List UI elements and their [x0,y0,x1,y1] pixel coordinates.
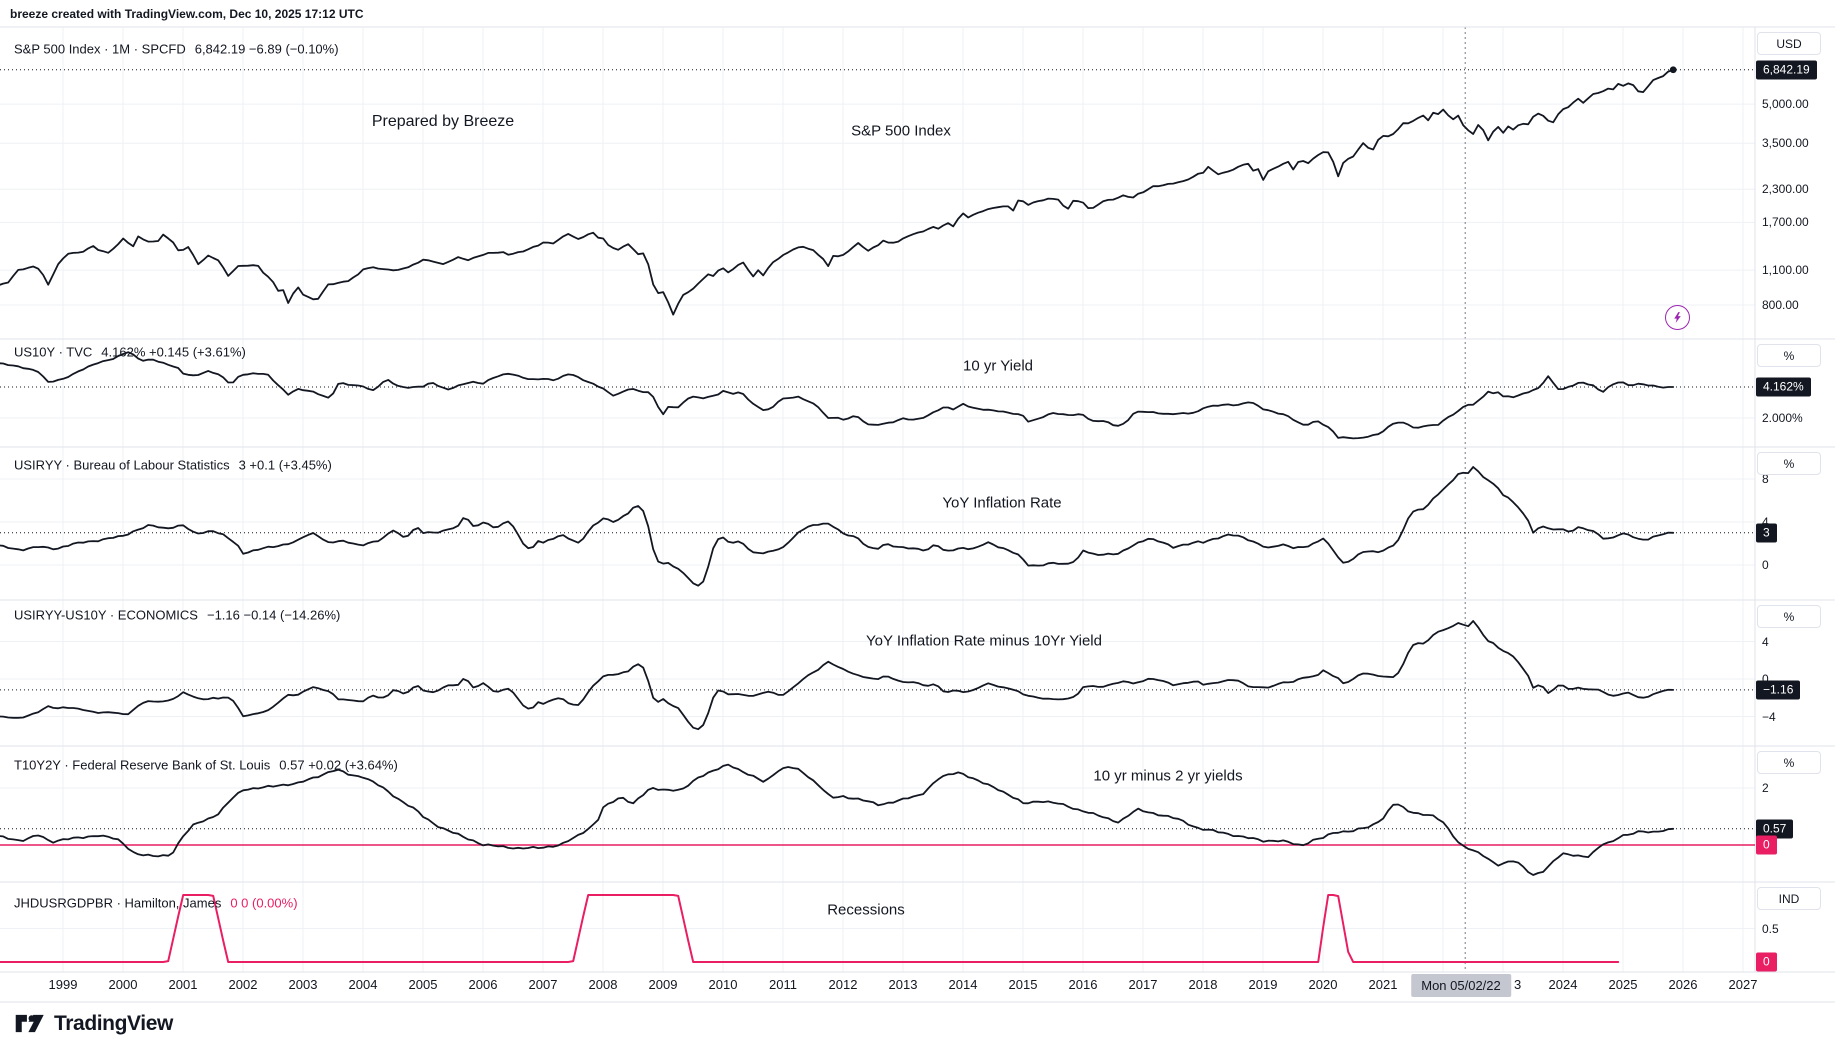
price-badge-t10y2y-0: 0.57 [1756,819,1794,839]
scale-unit-button-rec[interactable]: IND [1757,887,1821,910]
diff-series-line [0,620,1675,731]
price-label-t10y2y-0: 2 [1762,781,1769,795]
pane-title-spx: S&P 500 Index [851,122,951,140]
spx-last-point-dot [1669,66,1677,74]
time-axis-label-2016[interactable]: 2016 [1068,977,1098,992]
spx-series-line [0,68,1675,316]
pane-title-rec: Recessions [827,901,905,919]
price-label-diff-2: −4 [1762,709,1776,724]
time-axis-label-2013[interactable]: 2013 [888,977,918,992]
t10y2y-series-line [0,763,1675,876]
time-axis-label-2018[interactable]: 2018 [1188,977,1218,992]
price-label-us10y-0: 2.000% [1762,411,1803,425]
time-axis-label-2015[interactable]: 2015 [1008,977,1038,992]
legend-symbol: USIRYY-US10Y · ECONOMICS [14,607,198,623]
scale-unit-button-us10y[interactable]: % [1757,344,1821,367]
time-axis-label-2026[interactable]: 2026 [1668,977,1698,992]
time-axis-label-2008[interactable]: 2008 [588,977,618,992]
price-badge-diff-0: −1.16 [1756,680,1801,700]
price-label-diff-0: 4 [1762,634,1769,649]
time-axis-label-2020[interactable]: 2020 [1308,977,1338,992]
price-label-spx-4: 1,100.00 [1762,263,1809,278]
legend-rec[interactable]: JHDUSRGDPBR · Hamilton, James 0 0 (0.00%) [14,896,298,911]
price-label-rec-0: 0.5 [1762,921,1779,936]
legend-symbol: US10Y · TVC [14,344,93,360]
time-axis-label-2012[interactable]: 2012 [828,977,858,992]
time-axis-label-2005[interactable]: 2005 [408,977,438,992]
crosshair-date-label: Mon 05/02/22 [1411,974,1511,997]
legend-symbol: USIRYY · Bureau of Labour Statistics [14,457,230,473]
legend-symbol: S&P 500 Index · 1M · SPCFD [14,41,186,57]
scale-unit-button-t10y2y[interactable]: % [1757,751,1821,774]
prepared-by-watermark: Prepared by Breeze [371,113,515,130]
price-badge-rec-0: 0 [1756,952,1777,972]
price-label-usiryy-2: 0 [1762,558,1769,572]
tradingview-logo-icon [15,1014,44,1033]
price-badge-spx-0: 6,842.19 [1756,60,1817,80]
pane-title-t10y2y: 10 yr minus 2 yr yields [1093,767,1243,785]
price-label-spx-2: 2,300.00 [1762,182,1809,197]
legend-symbol: JHDUSRGDPBR · Hamilton, James [14,895,222,911]
pane-title-diff: YoY Inflation Rate minus 10Yr Yield [866,632,1102,650]
price-label-spx-0: 5,000.00 [1762,97,1809,112]
legend-values: 6,842.19 −6.89 (−0.10%) [194,41,339,57]
price-badge-us10y-0: 4.162% [1756,377,1811,397]
legend-usiryy[interactable]: USIRYY · Bureau of Labour Statistics 3 +0… [14,458,332,473]
legend-values: −1.16 −0.14 (−14.26%) [206,607,341,623]
tradingview-logo[interactable]: TradingView [14,1011,173,1036]
usiryy-series-line [0,466,1675,587]
time-axis-label-2019[interactable]: 2019 [1248,977,1278,992]
time-axis-label-2023-partial[interactable]: 3 [1514,977,1522,992]
time-axis-label-2002[interactable]: 2002 [228,977,258,992]
us10y-series-line [0,351,1675,440]
legend-values: 0.57 +0.02 (+3.64%) [279,757,398,773]
time-axis-label-2009[interactable]: 2009 [648,977,678,992]
price-label-spx-3: 1,700.00 [1762,215,1809,230]
pane-title-us10y: 10 yr Yield [962,357,1034,375]
lightning-icon [1674,312,1681,323]
time-axis-label-2006[interactable]: 2006 [468,977,498,992]
price-label-diff-1: 0 [1762,672,1769,686]
tradingview-logo-text: TradingView [54,1011,173,1035]
price-label-spx-5: 800.00 [1762,298,1799,312]
time-axis-label-2011[interactable]: 2011 [769,977,797,992]
legend-values: 4.162% +0.145 (+3.61%) [101,344,246,360]
time-axis-label-2027[interactable]: 2027 [1728,977,1758,992]
time-axis-label-2003[interactable]: 2003 [288,977,318,992]
time-axis-label-2004[interactable]: 2004 [348,977,378,992]
legend-values: 0 0 (0.00%) [230,895,298,911]
legend-values: 3 +0.1 (+3.45%) [238,457,332,473]
time-axis-label-2024[interactable]: 2024 [1548,977,1578,992]
legend-t10y2y[interactable]: T10Y2Y · Federal Reserve Bank of St. Lou… [14,758,398,773]
watermark-attribution: breeze created with TradingView.com, Dec… [10,7,364,21]
instant-trading-button[interactable] [1665,305,1690,330]
time-axis-label-2010[interactable]: 2010 [708,977,738,992]
price-label-usiryy-0: 8 [1762,472,1769,486]
legend-us10y[interactable]: US10Y · TVC 4.162% +0.145 (+3.61%) [14,345,246,360]
time-axis-label-2001[interactable]: 2001 [168,977,198,992]
time-axis-label-2025[interactable]: 2025 [1608,977,1638,992]
time-axis-label-2017[interactable]: 2017 [1128,977,1158,992]
price-badge-t10y2y-1: 0 [1756,835,1777,855]
price-badge-usiryy-0: 3 [1756,523,1777,543]
price-label-usiryy-1: 4 [1762,515,1769,529]
legend-symbol: T10Y2Y · Federal Reserve Bank of St. Lou… [14,757,271,773]
time-axis-label-1999[interactable]: 1999 [48,977,78,992]
price-label-spx-1: 3,500.00 [1762,136,1809,151]
legend-spx[interactable]: S&P 500 Index · 1M · SPCFD 6,842.19 −6.89… [14,42,339,57]
time-axis-label-2007[interactable]: 2007 [528,977,558,992]
time-axis-label-2014[interactable]: 2014 [948,977,978,992]
time-axis-label-2000[interactable]: 2000 [108,977,138,992]
time-axis-label-2021[interactable]: 2021 [1368,977,1398,992]
scale-unit-button-spx[interactable]: USD [1757,32,1821,55]
pane-title-usiryy: YoY Inflation Rate [942,494,1062,512]
legend-diff[interactable]: USIRYY-US10Y · ECONOMICS −1.16 −0.14 (−14… [14,608,340,623]
scale-unit-button-diff[interactable]: % [1757,605,1821,628]
scale-unit-button-usiryy[interactable]: % [1757,452,1821,475]
